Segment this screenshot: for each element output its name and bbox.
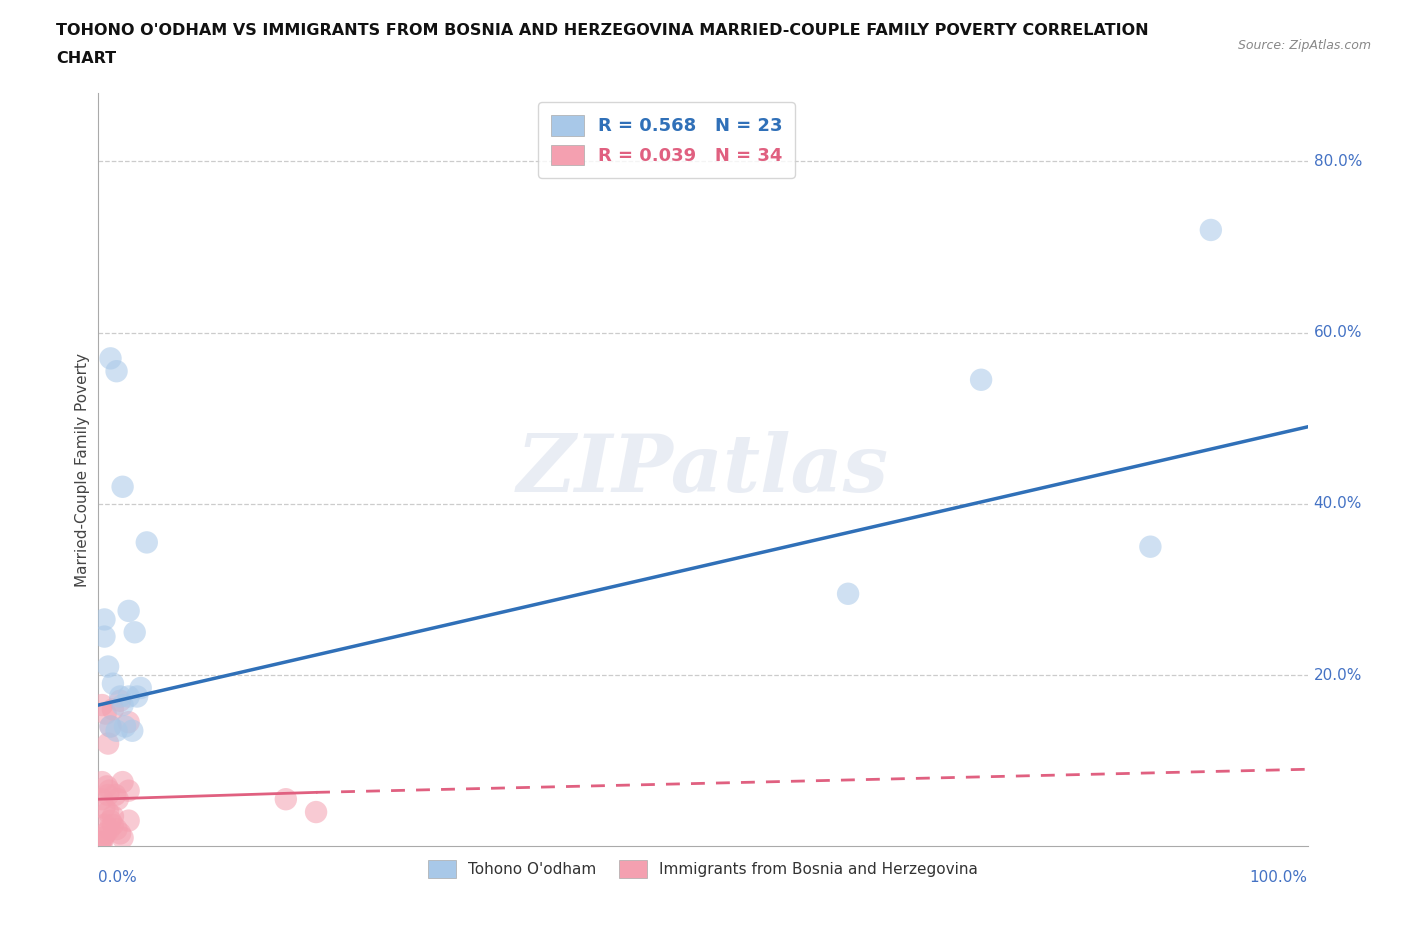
Point — [98, 822, 121, 837]
Point — [91, 775, 114, 790]
Point — [1199, 222, 1222, 237]
Text: ZIPatlas: ZIPatlas — [517, 431, 889, 509]
Point — [105, 822, 128, 837]
Point — [111, 698, 134, 712]
Point — [118, 604, 141, 618]
Point — [104, 788, 127, 803]
Point — [107, 791, 129, 806]
Text: CHART: CHART — [56, 51, 117, 66]
Text: TOHONO O'ODHAM VS IMMIGRANTS FROM BOSNIA AND HERZEGOVINA MARRIED-COUPLE FAMILY P: TOHONO O'ODHAM VS IMMIGRANTS FROM BOSNIA… — [56, 23, 1149, 38]
Point — [100, 719, 122, 734]
Text: 0.0%: 0.0% — [98, 870, 138, 885]
Point — [135, 535, 157, 550]
Text: 40.0%: 40.0% — [1313, 497, 1362, 512]
Point — [108, 694, 131, 709]
Point — [127, 689, 149, 704]
Point — [305, 804, 328, 819]
Text: 60.0%: 60.0% — [1313, 326, 1362, 340]
Point — [94, 706, 117, 721]
Point — [118, 715, 141, 730]
Point — [97, 737, 120, 751]
Y-axis label: Married-Couple Family Poverty: Married-Couple Family Poverty — [75, 352, 90, 587]
Point — [91, 834, 114, 849]
Point — [105, 364, 128, 379]
Point — [118, 813, 141, 828]
Point — [98, 783, 121, 798]
Point — [108, 689, 131, 704]
Point — [101, 676, 124, 691]
Point — [90, 834, 112, 849]
Point — [100, 719, 122, 734]
Legend: Tohono O'odham, Immigrants from Bosnia and Herzegovina: Tohono O'odham, Immigrants from Bosnia a… — [422, 854, 984, 883]
Point — [111, 479, 134, 494]
Point — [91, 791, 114, 806]
Text: 100.0%: 100.0% — [1250, 870, 1308, 885]
Point — [121, 724, 143, 738]
Point — [91, 830, 114, 845]
Point — [114, 719, 136, 734]
Point — [96, 779, 118, 794]
Point — [970, 372, 993, 387]
Point — [91, 698, 114, 712]
Point — [118, 689, 141, 704]
Point — [93, 629, 115, 644]
Point — [111, 830, 134, 845]
Point — [101, 702, 124, 717]
Point — [94, 826, 117, 841]
Point — [108, 826, 131, 841]
Point — [274, 791, 297, 806]
Point — [97, 659, 120, 674]
Point — [101, 809, 124, 824]
Point — [837, 586, 859, 601]
Point — [93, 817, 115, 832]
Point — [1139, 539, 1161, 554]
Point — [100, 813, 122, 828]
Point — [100, 351, 122, 365]
Point — [89, 836, 111, 851]
Point — [97, 804, 120, 819]
Point — [105, 724, 128, 738]
Point — [118, 783, 141, 798]
Text: Source: ZipAtlas.com: Source: ZipAtlas.com — [1237, 39, 1371, 52]
Point — [93, 801, 115, 816]
Text: 20.0%: 20.0% — [1313, 668, 1362, 683]
Text: 80.0%: 80.0% — [1313, 154, 1362, 169]
Point — [101, 817, 124, 832]
Point — [111, 775, 134, 790]
Point — [129, 681, 152, 696]
Point — [97, 788, 120, 803]
Point — [93, 612, 115, 627]
Point — [124, 625, 146, 640]
